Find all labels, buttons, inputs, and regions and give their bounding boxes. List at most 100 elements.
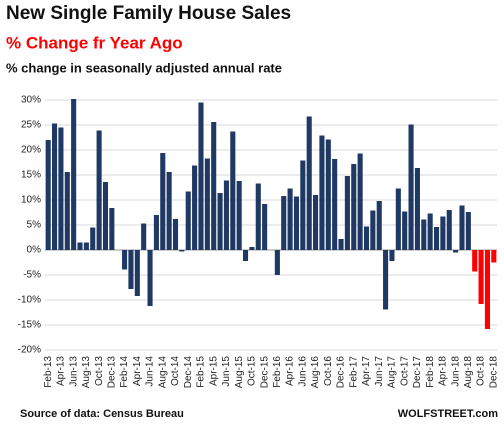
bar xyxy=(389,250,395,261)
bar xyxy=(414,168,420,250)
x-tick-label: Apr-13 xyxy=(56,356,67,386)
y-tick-label: 15% xyxy=(21,170,41,181)
bar xyxy=(134,250,140,296)
bar xyxy=(363,226,370,250)
bar xyxy=(204,158,210,250)
x-tick-label: Aug-14 xyxy=(157,356,168,389)
bar xyxy=(427,213,433,250)
bar xyxy=(255,183,261,250)
bar xyxy=(344,176,350,250)
x-tick-label: Jun-16 xyxy=(297,356,308,387)
bar xyxy=(370,210,376,250)
bar xyxy=(122,250,128,270)
y-tick-label: 5% xyxy=(27,220,42,231)
bar xyxy=(77,242,83,250)
bar xyxy=(166,172,172,250)
bar xyxy=(402,211,408,250)
bar xyxy=(300,160,306,250)
bar xyxy=(459,205,465,250)
bar xyxy=(58,127,64,250)
bar xyxy=(351,164,357,250)
x-tick-label: Feb-18 xyxy=(425,356,436,388)
x-tick-label: Aug-16 xyxy=(310,356,321,389)
bar xyxy=(64,172,70,250)
bar xyxy=(491,250,497,263)
y-tick-label: -10% xyxy=(18,295,41,306)
x-tick-label: Oct-13 xyxy=(94,356,105,386)
bar xyxy=(223,180,229,250)
bar xyxy=(52,123,58,250)
y-tick-label: 20% xyxy=(21,145,41,156)
bar xyxy=(262,204,268,250)
x-tick-label: Jun-14 xyxy=(145,356,156,387)
bar xyxy=(446,210,452,250)
x-tick-label: Jun-17 xyxy=(374,356,385,387)
bar xyxy=(433,227,440,250)
credit: WOLFSTREET.com xyxy=(398,408,498,420)
bar xyxy=(338,239,344,250)
x-tick-label: Oct-15 xyxy=(247,356,258,386)
y-tick-label: -15% xyxy=(18,320,41,331)
bar xyxy=(217,193,223,250)
y-tick-label: -20% xyxy=(18,345,41,356)
x-tick-label: Oct-14 xyxy=(170,356,181,386)
bar xyxy=(287,188,293,250)
bar xyxy=(313,195,319,250)
x-tick-label: Oct-17 xyxy=(399,356,410,386)
bar xyxy=(325,139,331,250)
bar xyxy=(249,247,255,250)
bar xyxy=(306,116,312,250)
bar xyxy=(141,223,147,250)
x-tick-label: Apr-17 xyxy=(361,356,372,386)
x-tick-label: Dec-14 xyxy=(183,356,194,389)
x-tick-label: Aug-15 xyxy=(234,356,245,389)
x-tick-label: Aug-18 xyxy=(463,356,474,389)
x-tick-label: Apr-16 xyxy=(285,356,296,386)
bar xyxy=(421,219,427,250)
bar xyxy=(357,153,363,250)
bar xyxy=(236,181,242,250)
bar xyxy=(71,99,77,250)
x-tick-label: Oct-16 xyxy=(323,356,334,386)
x-tick-label: Apr-18 xyxy=(438,356,449,386)
x-tick-label: Oct-18 xyxy=(476,356,487,386)
x-tick-label: Jun-18 xyxy=(450,356,461,387)
bar xyxy=(147,250,153,306)
y-tick-label: 30% xyxy=(21,95,41,106)
bar xyxy=(376,201,382,250)
x-tick-label: Aug-17 xyxy=(387,356,398,389)
bar xyxy=(472,250,478,272)
bar xyxy=(478,250,484,304)
x-tick-label: Dec-18 xyxy=(488,356,499,389)
bar xyxy=(230,131,236,250)
bar xyxy=(185,191,191,250)
bar xyxy=(172,219,179,250)
chart-title: New Single Family House Sales xyxy=(6,3,291,24)
bar xyxy=(293,196,300,250)
bar xyxy=(179,250,185,252)
y-tick-label: 25% xyxy=(21,120,41,131)
y-tick-label: 0% xyxy=(27,245,42,256)
bar xyxy=(484,250,490,329)
bar xyxy=(83,242,89,250)
x-tick-label: Dec-15 xyxy=(259,356,270,389)
y-tick-label: -5% xyxy=(23,270,41,281)
bar xyxy=(96,130,102,250)
bar xyxy=(383,250,389,310)
bar xyxy=(45,140,51,250)
bar xyxy=(192,165,198,250)
x-tick-label: Jun-15 xyxy=(221,356,232,387)
bar xyxy=(160,153,166,250)
x-tick-label: Aug-13 xyxy=(81,356,92,389)
bar xyxy=(465,212,471,250)
x-tick-label: Feb-17 xyxy=(348,356,359,388)
x-tick-label: Apr-14 xyxy=(132,356,143,386)
bar xyxy=(198,102,204,250)
x-tick-label: Feb-13 xyxy=(43,356,54,388)
chart-subtitle: % Change fr Year Ago xyxy=(6,33,183,52)
bar xyxy=(128,250,134,289)
bar xyxy=(395,188,401,250)
x-tick-label: Feb-15 xyxy=(196,356,207,388)
